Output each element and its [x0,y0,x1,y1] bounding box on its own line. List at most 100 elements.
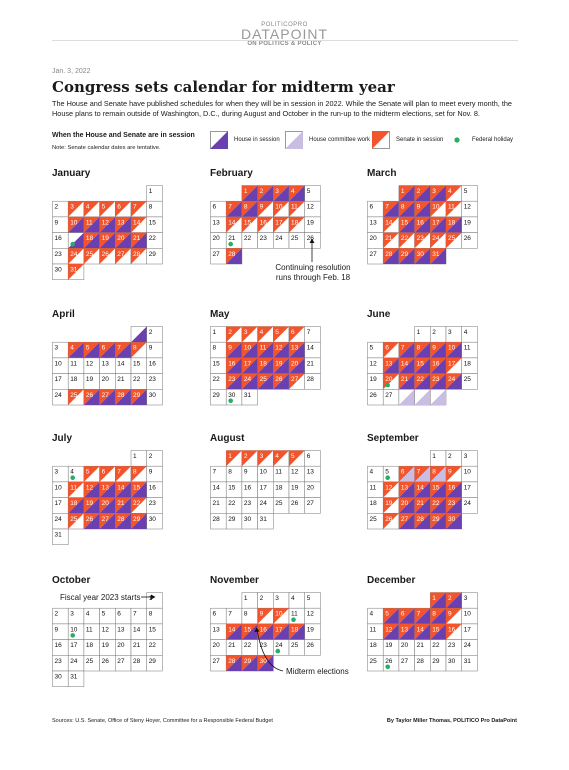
day-number: 12 [385,484,393,491]
day-number: 6 [401,611,405,618]
day-cell-july-26: 26 [83,513,100,530]
day-number: 18 [260,360,268,367]
footer-byline: By Taylor Miller Thomas, POLITICO Pro Da… [386,718,517,724]
senate-mark [446,373,462,390]
day-number: 22 [244,642,252,649]
day-number: 25 [291,642,299,649]
day-number: 29 [133,392,141,399]
day-cell-october-1: 1 [146,592,163,609]
day-number: 1 [149,188,153,195]
day-cell-january-7: 7 [130,200,147,218]
day-cell-january-9: 9 [52,216,69,233]
house-mark [241,623,258,640]
masthead: POLITICOPRO DATAPOINT ON POLITICS & POLI… [0,22,569,47]
house-mark [83,497,100,514]
day-number: 25 [275,500,283,507]
day-cell-december-25: 25 [367,655,384,672]
day-number: 28 [417,516,425,523]
day-number: 12 [86,360,94,367]
day-cell-april-25: 25 [67,389,85,406]
day-number: 26 [385,516,393,523]
day-number: 12 [102,219,110,226]
day-cell-november-15: 15 [241,623,258,640]
day-number: 7 [117,469,121,476]
senate-mark [273,450,289,467]
day-number: 17 [55,500,63,507]
day-cell-april-2: 2 [146,326,163,343]
senate-mark [398,481,415,498]
day-number: 20 [401,500,409,507]
day-number: 25 [291,235,299,242]
senate-mark [383,248,399,264]
day-cell-january-26: 26 [99,248,116,265]
day-cell-september-11: 11 [367,481,384,498]
day-cell-march-8: 8 [398,200,415,218]
senate-mark [115,389,131,405]
senate-mark [383,497,399,514]
day-number: 16 [448,484,456,491]
day-number: 20 [213,642,221,649]
day-cell-january-4: 4 [83,200,100,218]
day-number: 10 [70,219,78,226]
day-cell-december-16: 16 [445,623,462,640]
senate-mark [226,450,242,467]
day-cell-april-19: 19 [83,373,100,390]
day-number: 16 [149,360,157,367]
day-number: 7 [213,469,217,476]
house-mark [99,513,116,529]
day-number: 17 [464,484,472,491]
day-number: 9 [228,345,232,352]
day-cell-june-5: 5 [367,341,384,359]
day-cell-march-22: 22 [398,232,415,249]
day-cell-april-7: 7 [115,341,132,359]
day-number: 15 [244,626,252,633]
senate-mark [99,232,116,249]
day-cell-august-28: 28 [210,513,227,530]
day-number: 5 [370,345,374,352]
day-number: 18 [464,360,472,367]
day-cell-july-25: 25 [67,513,85,530]
day-number: 26 [291,500,299,507]
day-cell-october-9: 9 [52,623,69,640]
day-number: 15 [228,484,236,491]
senate-mark [446,608,462,624]
house-mark [273,373,289,390]
day-number: 4 [275,453,279,460]
day-number: 1 [432,453,436,460]
day-number: 27 [102,392,110,399]
house-mark [430,608,446,624]
house-mark [241,185,258,202]
senate-mark [226,201,242,217]
day-cell-april-21: 21 [115,373,132,390]
senate-mark [289,623,305,640]
day-number: 10 [55,484,63,491]
house-mark [430,342,446,358]
day-cell-june-25: 25 [461,373,478,390]
day-number: 2 [55,611,59,618]
day-number: 16 [244,484,252,491]
senate-mark [68,264,84,280]
month-name-may: May [210,309,230,320]
senate-mark [131,342,147,358]
day-cell-march-17: 17 [430,216,447,233]
senate-mark [131,248,147,264]
day-number: 3 [464,595,468,602]
day-number: 12 [370,360,378,367]
day-cell-may-10: 10 [241,341,258,359]
day-number: 26 [102,658,110,665]
day-cell-june-18: 18 [461,357,478,374]
senate-mark [273,342,289,358]
day-number: 8 [133,345,137,352]
day-number: 9 [244,469,248,476]
day-number: 20 [102,376,110,383]
holiday-marker [228,398,233,404]
day-number: 28 [307,376,315,383]
day-number: 22 [417,376,425,383]
senate-mark [446,623,462,640]
day-number: 5 [385,469,389,476]
day-cell-october-31: 31 [67,670,85,687]
day-number: 15 [417,360,425,367]
senate-mark [289,450,305,467]
